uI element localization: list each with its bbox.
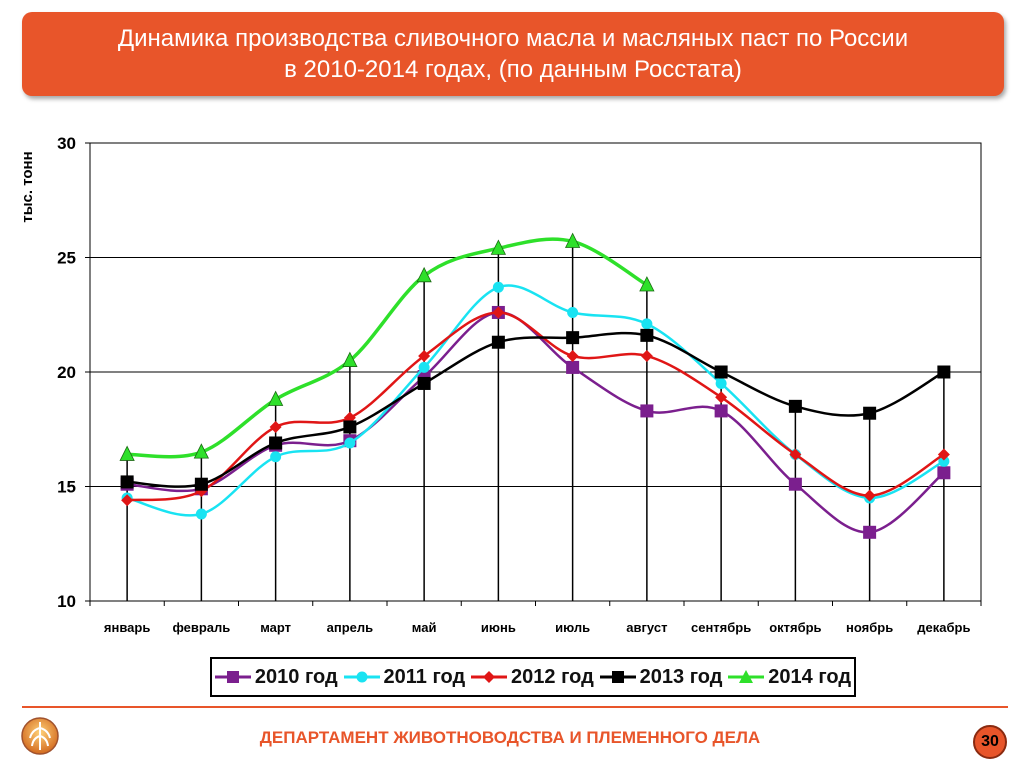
y-axis-label: тыс. тонн — [19, 151, 36, 222]
data-point — [715, 377, 727, 389]
data-point — [566, 331, 580, 345]
x-tick-label: февраль — [172, 620, 230, 635]
legend-label: 2012 год — [511, 665, 594, 688]
data-point — [492, 306, 505, 319]
ministry-logo-icon — [21, 717, 59, 755]
data-point — [640, 349, 653, 362]
x-tick-label: сентябрь — [691, 620, 751, 635]
data-point — [194, 477, 208, 491]
data-point — [418, 361, 430, 373]
data-point — [193, 443, 210, 459]
legend-item: 2010 год — [214, 665, 338, 689]
data-point — [267, 390, 284, 406]
data-point — [788, 477, 802, 491]
legend-label: 2010 год — [254, 665, 338, 688]
legend-swatch-icon — [728, 670, 765, 683]
data-point — [119, 445, 135, 461]
data-point — [269, 420, 282, 433]
data-point — [640, 328, 654, 342]
data-point — [490, 239, 507, 255]
y-tick-label: 20 — [57, 363, 76, 382]
y-tick-label: 30 — [57, 134, 76, 153]
legend-label: 2014 год — [768, 665, 852, 688]
data-point — [566, 360, 580, 374]
x-tick-label: июнь — [481, 620, 516, 635]
x-tick-label: январь — [104, 620, 150, 635]
data-point — [564, 232, 581, 248]
data-point — [342, 351, 358, 367]
legend-label: 2013 год — [639, 665, 723, 688]
x-tick-label: октябрь — [769, 620, 821, 635]
data-point — [492, 281, 504, 293]
data-point — [714, 404, 728, 418]
page-title-line2: в 2010-2014 годах, (по данным Росстата) — [284, 56, 742, 83]
x-tick-label: июль — [555, 620, 590, 635]
legend-label: 2011 год — [383, 665, 466, 688]
legend-swatch-icon — [214, 671, 251, 683]
footer-divider — [22, 706, 1008, 708]
data-point — [640, 404, 654, 418]
data-point — [416, 266, 432, 283]
y-tick-label: 25 — [57, 249, 76, 268]
data-point — [270, 451, 282, 463]
data-point — [789, 448, 802, 461]
data-point — [863, 489, 876, 502]
series-line-4 — [127, 237, 648, 459]
svg-text:тыс. тонн: тыс. тонн — [19, 151, 36, 222]
legend-item: 2011 год — [343, 665, 466, 689]
series-line-2 — [126, 311, 945, 502]
legend-swatch-icon — [471, 671, 508, 683]
data-point — [195, 508, 207, 520]
x-tick-label: ноябрь — [846, 620, 893, 635]
series-line-3 — [127, 331, 945, 488]
x-tick-label: апрель — [327, 620, 374, 635]
x-tick-label: май — [412, 620, 437, 635]
data-point — [121, 494, 134, 507]
page-number-badge: 30 — [973, 725, 1007, 759]
data-point — [863, 406, 877, 420]
data-point — [714, 365, 728, 379]
department-name: ДЕПАРТАМЕНТ ЖИВОТНОВОДСТВА И ПЛЕМЕННОГО … — [259, 728, 761, 747]
data-point — [566, 349, 579, 362]
x-tick-label: март — [260, 620, 291, 635]
legend-item: 2013 год — [599, 665, 723, 689]
y-tick-label: 15 — [57, 478, 76, 497]
page-title-line1: Динамика производства сливочного масла и… — [117, 25, 909, 52]
series-line-1 — [126, 284, 945, 517]
x-tick-label: декабрь — [917, 620, 970, 635]
series-line-0 — [127, 311, 945, 534]
data-point — [863, 525, 877, 539]
data-point — [937, 466, 951, 480]
data-point — [937, 365, 951, 379]
data-point — [491, 335, 505, 349]
data-point — [639, 276, 655, 292]
data-point — [417, 376, 431, 390]
data-point — [715, 391, 728, 404]
data-point — [418, 349, 431, 362]
data-point — [343, 420, 357, 434]
line-chart: 10 15 20 25 30 январь февраль март апрель май июнь… — [57, 134, 982, 635]
legend-swatch-icon — [599, 671, 636, 683]
x-tick-label: август — [626, 620, 667, 635]
chart-legend: 2010 год 2011 год 2012 год 2013 год 2014 год — [210, 657, 856, 697]
data-point — [269, 436, 283, 450]
data-point — [788, 399, 802, 413]
data-point — [938, 455, 950, 467]
legend-swatch-icon — [343, 671, 380, 683]
data-point — [120, 475, 134, 489]
legend-item: 2014 год — [728, 666, 851, 689]
data-point — [344, 437, 356, 449]
title-banner: Динамика производства сливочного масла и… — [22, 12, 1004, 96]
data-point — [641, 318, 653, 330]
data-point — [567, 306, 579, 318]
data-point — [937, 448, 950, 461]
y-tick-label: 10 — [57, 592, 76, 611]
legend-item: 2012 год — [471, 666, 594, 689]
